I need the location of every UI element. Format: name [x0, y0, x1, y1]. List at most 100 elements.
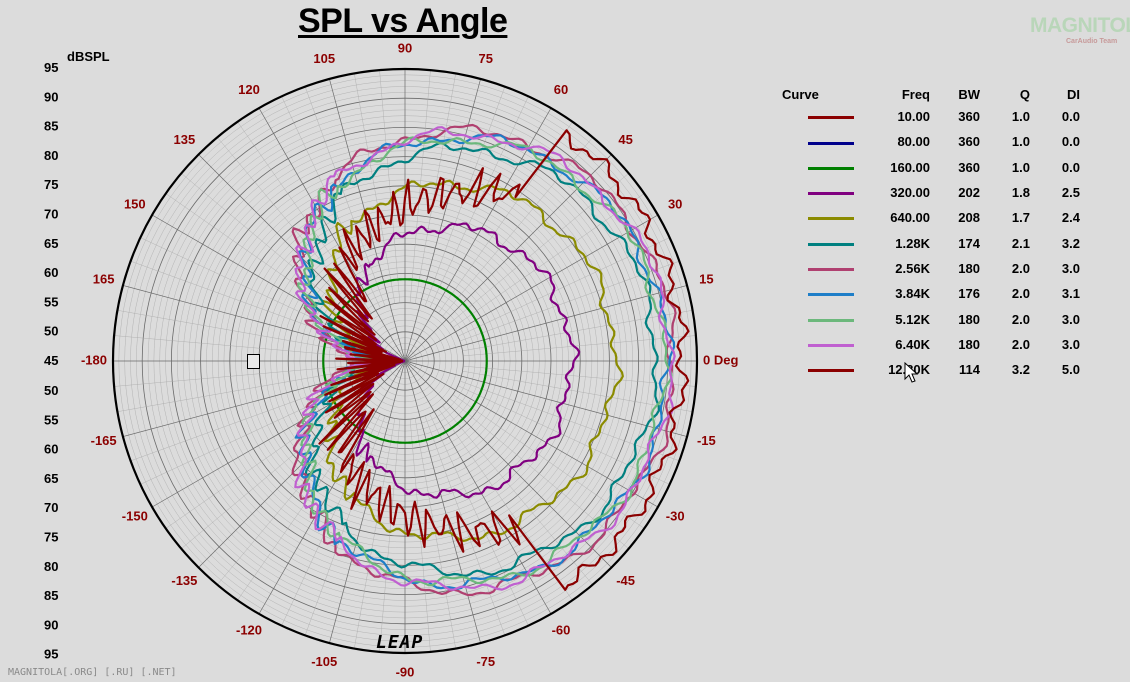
legend-q: 1.0	[1011, 134, 1030, 150]
legend-row: 10.00 360 1.0 0.0	[770, 104, 1080, 129]
brand-watermark: MAGNITOLA	[1030, 14, 1130, 37]
grid-spoke	[449, 173, 629, 324]
radial-unit-label: dBSPL	[67, 49, 110, 64]
radial-scale-label: 90	[44, 617, 58, 632]
grid-spoke	[414, 73, 456, 304]
polar-grid	[111, 67, 699, 655]
plot-marker-box	[247, 354, 260, 369]
grid-spoke	[379, 70, 401, 303]
legend-swatch	[770, 205, 854, 230]
legend-swatch	[770, 104, 854, 129]
radial-scale-labels: dBSPL 95 90 85 80 75 70 65 60 55 50 45 50 55 60 65 70 75 8…	[44, 49, 110, 662]
legend-swatch-line	[808, 217, 854, 221]
legend-freq: 160.00	[890, 159, 930, 175]
radial-scale-label: 75	[44, 177, 58, 192]
grid-spoke	[404, 214, 659, 362]
legend-header-di: DI	[1067, 86, 1080, 102]
polar-chart: 0 Deg 15 30 45 60 75 90 105 120 135 150 165 -180 -165…	[44, 40, 738, 679]
grid-spoke	[114, 335, 347, 357]
legend-bw: 180	[958, 260, 980, 276]
grid-spoke	[165, 394, 358, 529]
grid-spoke	[404, 360, 481, 644]
grid-spoke	[409, 419, 431, 652]
legend-di: 0.0	[1061, 109, 1080, 125]
angle-label: -135	[171, 573, 197, 588]
grid-spoke	[457, 237, 670, 337]
grid-spoke	[404, 360, 688, 437]
footer-text: MAGNITOLA[.ORG] [.RU] [.NET]	[8, 667, 177, 678]
grid-spoke	[452, 193, 645, 328]
radial-scale-label: 70	[44, 207, 58, 222]
grid-spoke	[258, 107, 406, 362]
legend-di: 0.0	[1061, 134, 1080, 150]
angle-label: 150	[124, 196, 146, 211]
legend-row: 640.00 208 1.7 2.4	[770, 205, 1080, 230]
legend-row: 3.84K 176 2.0 3.1	[770, 281, 1080, 306]
mouse-cursor-icon	[904, 362, 919, 383]
legend-di: 2.4	[1061, 210, 1080, 226]
angle-label: -120	[236, 623, 262, 638]
legend-bw: 208	[958, 210, 980, 226]
radial-scale-label: 60	[44, 442, 58, 457]
angle-label: -90	[396, 664, 415, 679]
radial-scale-label: 75	[44, 530, 58, 545]
radial-scale-label: 85	[44, 119, 58, 134]
legend-swatch-line	[808, 192, 854, 196]
legend-header-curve: Curve	[782, 86, 819, 102]
grid-spoke	[354, 73, 396, 304]
grid-spoke	[424, 86, 506, 307]
legend-q: 1.7	[1011, 210, 1030, 226]
grid-spoke	[463, 335, 696, 357]
legend-row: 1.28K 174 2.1 3.2	[770, 230, 1080, 255]
legend-q: 2.0	[1011, 336, 1030, 352]
angle-label: 135	[174, 132, 196, 147]
legend-swatch	[770, 129, 854, 154]
chart-title: SPL vs Angle	[298, 2, 508, 40]
legend-freq: 640.00	[890, 210, 930, 226]
legend-swatch-line	[808, 141, 854, 145]
legend-bw: 360	[958, 134, 980, 150]
legend-swatch	[770, 281, 854, 306]
legend-q: 1.0	[1011, 159, 1030, 175]
angle-label: -45	[616, 573, 635, 588]
legend-row: 6.40K 180 2.0 3.0	[770, 332, 1080, 357]
legend-swatch	[770, 357, 854, 382]
legend-swatch-line	[808, 293, 854, 297]
legend-swatch	[770, 332, 854, 357]
legend-bw: 202	[958, 185, 980, 201]
leap-logo: LEAP	[376, 632, 424, 653]
grid-spoke	[379, 419, 401, 652]
grid-spoke	[404, 78, 481, 362]
radial-scale-label: 80	[44, 148, 58, 163]
legend-row: 5.12K 180 2.0 3.0	[770, 306, 1080, 331]
grid-spoke	[463, 365, 696, 387]
legend-header-bw: BW	[958, 86, 980, 102]
radial-scale-label: 80	[44, 559, 58, 574]
legend-row: 320.00 202 1.8 2.5	[770, 180, 1080, 205]
legend-di: 3.0	[1061, 260, 1080, 276]
legend-swatch-line	[808, 369, 854, 373]
angle-label: -15	[697, 433, 716, 448]
legend-header-freq: Freq	[901, 86, 930, 102]
angle-label: -30	[666, 508, 685, 523]
grid-spoke	[258, 360, 406, 615]
grid-spoke	[117, 370, 348, 412]
angle-label: 90	[398, 40, 412, 55]
curve-12.80K	[318, 129, 690, 591]
legend-bw: 176	[958, 286, 980, 302]
grid-spoke	[114, 365, 347, 387]
grid-spoke	[354, 418, 396, 649]
angle-label: 0 Deg	[703, 352, 738, 367]
legend-swatch-line	[808, 242, 854, 246]
grid-spoke	[462, 370, 693, 412]
legend-di: 2.5	[1061, 185, 1080, 201]
angle-label: -180	[81, 352, 107, 367]
legend-swatch-line	[808, 166, 854, 170]
angle-label: 30	[668, 196, 682, 211]
angle-label: -60	[552, 623, 571, 638]
legend-bw: 114	[959, 362, 980, 378]
legend-swatch-line	[808, 116, 854, 120]
legend-table: Curve Freq BW Q DI 10.00 360 1.0 0.0 80.00 36…	[770, 84, 1080, 382]
legend-swatch	[770, 256, 854, 281]
curve-6.40K	[294, 126, 676, 591]
